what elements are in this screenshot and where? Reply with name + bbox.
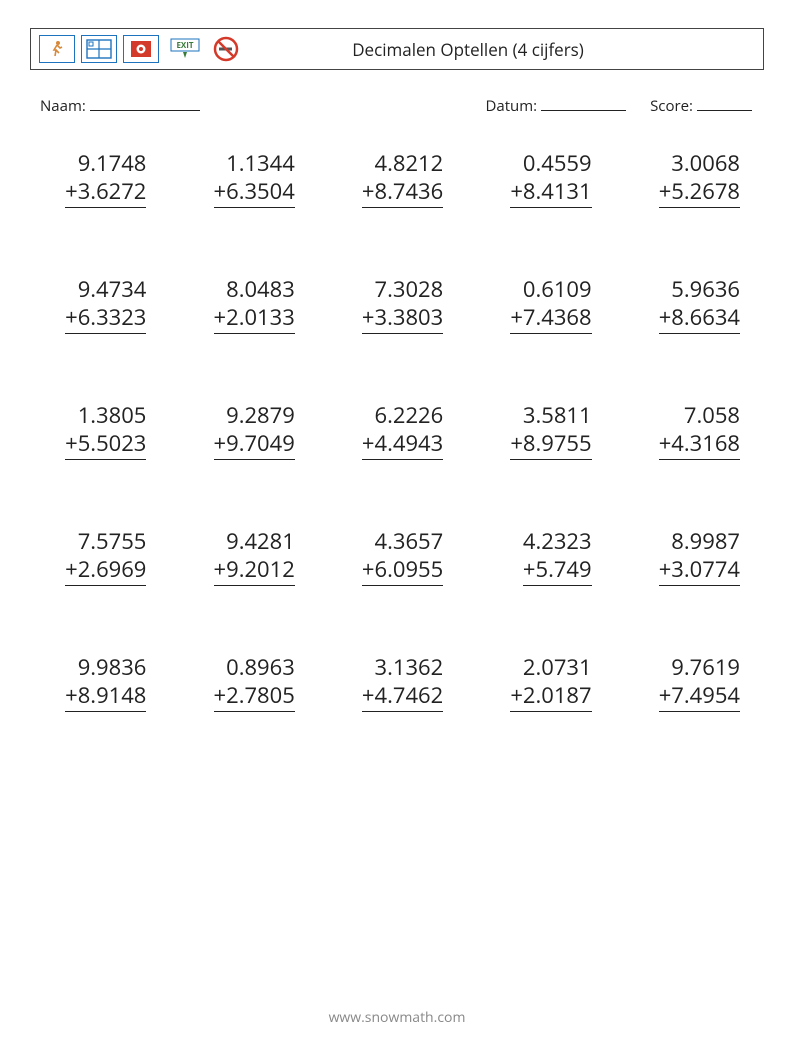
addition-problem: 7.5755+2.6969 [36,528,164,586]
operand-bottom: +6.3504 [214,178,295,209]
score-label: Score: [650,96,693,116]
operand-bottom: +5.5023 [65,430,146,461]
addition-problem: 0.8963+2.7805 [184,654,312,712]
addition-problem: 8.0483+2.0133 [184,276,312,334]
floor-plan-icon [81,35,117,63]
addition-problem: 1.3805+5.5023 [36,402,164,460]
operand-bottom: +8.7436 [362,178,443,209]
exit-sign-icon: EXIT [165,35,205,63]
operand-top: 4.3657 [375,528,444,556]
operand-top: 9.2879 [226,402,295,430]
addition-problem: 6.2226+4.4943 [333,402,461,460]
operand-top: 9.7619 [671,654,740,682]
operand-top: 3.0068 [671,150,740,178]
addition-problem: 3.0068+5.2678 [630,150,758,208]
addition-problem: 4.3657+6.0955 [333,528,461,586]
operand-top: 9.9836 [78,654,147,682]
addition-problem: 7.3028+3.3803 [333,276,461,334]
addition-problem: 9.1748+3.6272 [36,150,164,208]
operand-top: 4.8212 [375,150,444,178]
operand-bottom: +2.6969 [65,556,146,587]
operand-top: 5.9636 [671,276,740,304]
operand-bottom: +3.3803 [362,304,443,335]
operand-bottom: +4.7462 [362,682,443,713]
operand-bottom: +5.2678 [659,178,740,209]
operand-bottom: +3.6272 [65,178,146,209]
operand-top: 7.3028 [375,276,444,304]
operand-top: 3.1362 [375,654,444,682]
operand-bottom: +8.6634 [659,304,740,335]
info-fields-row: Naam: Datum: Score: [40,96,752,116]
operand-bottom: +2.0187 [510,682,591,713]
operand-bottom: +7.4368 [510,304,591,335]
operand-top: 7.058 [684,402,740,430]
operand-top: 9.4281 [226,528,295,556]
operand-bottom: +4.3168 [659,430,740,461]
operand-top: 6.2226 [375,402,444,430]
addition-problem: 3.1362+4.7462 [333,654,461,712]
operand-bottom: +5.749 [523,556,592,587]
operand-bottom: +6.3323 [65,304,146,335]
no-smoking-icon [211,35,241,63]
worksheet-header: EXIT Decimalen Optellen (4 cijfers) [30,28,764,70]
header-icon-strip: EXIT [39,35,241,63]
svg-text:EXIT: EXIT [176,40,193,51]
operand-bottom: +9.2012 [214,556,295,587]
date-blank-line [541,97,626,111]
running-man-icon [39,35,75,63]
date-label: Datum: [485,96,537,116]
operand-top: 8.9987 [671,528,740,556]
addition-problem: 2.0731+2.0187 [481,654,609,712]
addition-problem: 9.4734+6.3323 [36,276,164,334]
operand-top: 0.4559 [523,150,592,178]
addition-problem: 5.9636+8.6634 [630,276,758,334]
operand-top: 0.8963 [226,654,295,682]
alarm-bell-icon [123,35,159,63]
addition-problem: 0.6109+7.4368 [481,276,609,334]
operand-top: 1.3805 [78,402,147,430]
operand-bottom: +2.0133 [214,304,295,335]
name-field: Naam: [40,96,200,116]
operand-bottom: +9.7049 [214,430,295,461]
operand-top: 4.2323 [523,528,592,556]
name-blank-line [90,97,200,111]
operand-top: 2.0731 [523,654,592,682]
score-blank-line [697,97,752,111]
date-field: Datum: [485,96,626,116]
operand-bottom: +8.4131 [510,178,591,209]
operand-top: 1.1344 [226,150,295,178]
addition-problem: 4.2323+5.749 [481,528,609,586]
operand-bottom: +3.0774 [659,556,740,587]
operand-bottom: +8.9148 [65,682,146,713]
name-label: Naam: [40,96,86,116]
addition-problem: 1.1344+6.3504 [184,150,312,208]
operand-top: 9.1748 [78,150,147,178]
addition-problem: 0.4559+8.4131 [481,150,609,208]
operand-top: 0.6109 [523,276,592,304]
score-field: Score: [650,96,752,116]
operand-bottom: +7.4954 [659,682,740,713]
addition-problem: 3.5811+8.9755 [481,402,609,460]
addition-problem: 9.7619+7.4954 [630,654,758,712]
operand-bottom: +8.9755 [510,430,591,461]
worksheet-title: Decimalen Optellen (4 cijfers) [241,38,755,61]
addition-problem: 9.4281+9.2012 [184,528,312,586]
operand-bottom: +6.0955 [362,556,443,587]
operand-bottom: +4.4943 [362,430,443,461]
addition-problem: 8.9987+3.0774 [630,528,758,586]
operand-top: 9.4734 [78,276,147,304]
footer-text: www.snowmath.com [0,1008,794,1027]
problems-grid: 9.1748+3.6272 1.1344+6.3504 4.8212+8.7436 0… [36,150,758,712]
operand-top: 8.0483 [226,276,295,304]
addition-problem: 4.8212+8.7436 [333,150,461,208]
addition-problem: 7.058+4.3168 [630,402,758,460]
operand-bottom: +2.7805 [214,682,295,713]
operand-top: 7.5755 [78,528,147,556]
addition-problem: 9.9836+8.9148 [36,654,164,712]
operand-top: 3.5811 [523,402,592,430]
addition-problem: 9.2879+9.7049 [184,402,312,460]
